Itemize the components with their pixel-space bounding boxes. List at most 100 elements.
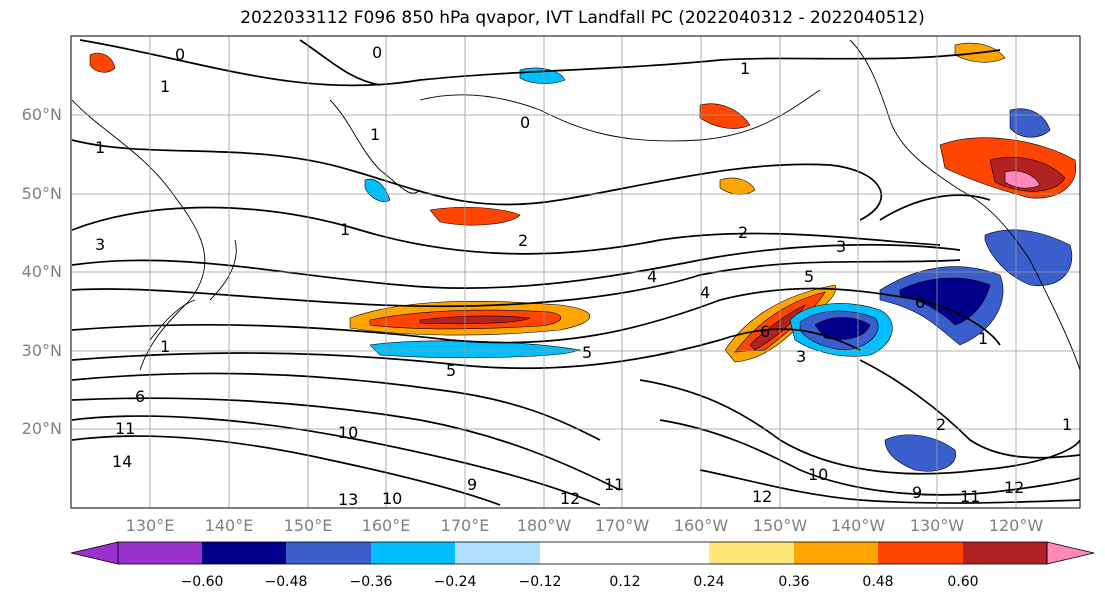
contour-label: 1 xyxy=(978,329,988,348)
contour-label: 11 xyxy=(115,419,135,438)
contour-label: 12 xyxy=(560,489,580,508)
colorbar-tick-label: 0.12 xyxy=(609,574,640,590)
contour-label: 1 xyxy=(160,77,170,96)
lon-tick-label: 160°E xyxy=(362,516,411,535)
contour-label: 1 xyxy=(340,220,350,239)
contour-label: 2 xyxy=(518,231,528,250)
contour-label: 9 xyxy=(912,483,922,502)
colorbar-bins xyxy=(118,542,1047,564)
contour-label: 10 xyxy=(808,465,828,484)
lon-axis: 130°E 140°E 150°E 160°E 170°E 180°W 170°… xyxy=(126,516,1044,535)
lat-tick-label: 50°N xyxy=(22,184,62,203)
contour-label: 3 xyxy=(796,347,806,366)
contour-label: 0 xyxy=(520,113,530,132)
contour-label: 0 xyxy=(372,43,382,62)
coastlines xyxy=(71,39,1080,371)
contour-label: 1 xyxy=(1062,415,1072,434)
colorbar-bin xyxy=(963,542,1047,564)
contour-label: 9 xyxy=(467,475,477,494)
contour-label: 3 xyxy=(95,235,105,254)
positive-mid xyxy=(429,206,521,226)
positive-tongue-peak xyxy=(749,304,806,351)
colorbar-bin xyxy=(118,542,202,564)
lon-tick-label: 170°W xyxy=(595,516,650,535)
lat-tick-label: 40°N xyxy=(22,262,62,281)
contour-label: 12 xyxy=(752,487,772,506)
lon-tick-label: 150°E xyxy=(284,516,333,535)
map-title: 2022033112 F096 850 hPa qvapor, IVT Land… xyxy=(240,8,925,28)
positive-aleutian xyxy=(699,103,751,129)
colorbar-bin xyxy=(455,542,540,564)
colorbar-tick-label: 0.60 xyxy=(947,574,978,590)
contour-label: 2 xyxy=(936,415,946,434)
contour-label: 2 xyxy=(738,223,748,242)
lon-tick-label: 140°W xyxy=(831,516,886,535)
contour-label: 14 xyxy=(112,452,132,471)
contour-label: 1 xyxy=(740,59,750,78)
colorbar-tick-label: −0.60 xyxy=(181,574,224,590)
lon-tick-label: 140°E xyxy=(205,516,254,535)
colorbar-bin xyxy=(371,542,455,564)
colorbar-bin xyxy=(794,542,878,564)
negative-strip xyxy=(369,340,582,359)
contour-label: 6 xyxy=(915,293,925,312)
contour-label: 1 xyxy=(95,138,105,157)
colorbar-tick-label: −0.36 xyxy=(350,574,393,590)
positive-ne-pacific-peak xyxy=(1004,170,1041,189)
lat-axis: 20°N 30°N 40°N 50°N 60°N xyxy=(22,105,62,438)
colorbar-tick-label: −0.24 xyxy=(434,574,477,590)
lat-tick-label: 60°N xyxy=(22,105,62,124)
contour-label: 1 xyxy=(370,125,380,144)
ivt-contours xyxy=(71,39,1080,506)
colorbar: −0.60 −0.48 −0.36 −0.24 −0.12 0.12 0.24 … xyxy=(70,541,1095,590)
contour-label: 11 xyxy=(604,475,624,494)
lon-tick-label: 130°E xyxy=(126,516,175,535)
positive-nw xyxy=(89,52,116,73)
colorbar-tick-label: −0.48 xyxy=(265,574,308,590)
contour-label: 1 xyxy=(160,337,170,356)
lon-tick-label: 120°W xyxy=(989,516,1044,535)
colorbar-tick-label: −0.12 xyxy=(519,574,562,590)
contour-label: 10 xyxy=(382,489,402,508)
colorbar-high-extension xyxy=(1046,541,1095,565)
contour-label: 10 xyxy=(338,423,358,442)
lon-tick-label: 160°W xyxy=(674,516,729,535)
gridlines xyxy=(71,36,1080,508)
lat-tick-label: 30°N xyxy=(22,341,62,360)
contour-label: 6 xyxy=(760,322,770,341)
contour-label: 5 xyxy=(582,343,592,362)
colorbar-bin xyxy=(878,542,963,564)
contour-label: 0 xyxy=(175,45,185,64)
lon-tick-label: 130°W xyxy=(910,516,965,535)
colorbar-tick-label: 0.24 xyxy=(693,574,724,590)
contour-label: 13 xyxy=(338,490,358,509)
colorbar-low-extension xyxy=(70,541,119,565)
colorbar-bin xyxy=(286,542,371,564)
contour-labels: 0 0 1 0 1 1 1 3 1 2 2 3 4 5 4 6 5 6 5 3 … xyxy=(95,43,1072,509)
positive-band-peak xyxy=(419,315,532,325)
colorbar-bin xyxy=(625,542,709,564)
negative-small-2 xyxy=(364,178,391,202)
colorbar-bin xyxy=(709,542,794,564)
contour-label: 4 xyxy=(700,283,710,302)
colorbar-tick-label: 0.48 xyxy=(862,574,893,590)
positive-gulf-small xyxy=(719,177,756,195)
negative-sw xyxy=(884,434,957,472)
negative-alaska xyxy=(1009,108,1051,138)
contour-label: 3 xyxy=(836,237,846,256)
plot-frame xyxy=(70,35,1081,509)
negative-arc-core xyxy=(899,277,991,326)
lon-tick-label: 170°E xyxy=(441,516,490,535)
lat-tick-label: 20°N xyxy=(22,419,62,438)
lon-tick-label: 150°W xyxy=(753,516,808,535)
contour-label: 5 xyxy=(446,361,456,380)
contour-label: 4 xyxy=(647,267,657,286)
colorbar-frame xyxy=(117,541,1048,565)
colorbar-bin xyxy=(540,542,625,564)
colorbar-tick-labels: −0.60 −0.48 −0.36 −0.24 −0.12 0.12 0.24 … xyxy=(181,574,979,590)
colorbar-tick-label: 0.36 xyxy=(778,574,809,590)
contour-label: 12 xyxy=(1004,478,1024,497)
contour-label: 6 xyxy=(135,387,145,406)
contour-label: 11 xyxy=(960,487,980,506)
